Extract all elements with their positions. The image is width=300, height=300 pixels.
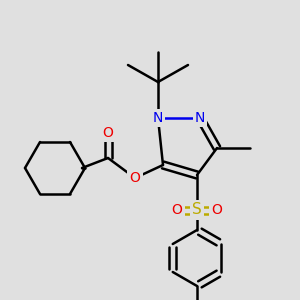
Text: O: O bbox=[130, 171, 140, 185]
Text: O: O bbox=[212, 203, 222, 217]
Text: O: O bbox=[103, 126, 113, 140]
Text: S: S bbox=[192, 202, 202, 217]
Text: N: N bbox=[195, 111, 205, 125]
Text: N: N bbox=[153, 111, 163, 125]
Text: O: O bbox=[172, 203, 182, 217]
